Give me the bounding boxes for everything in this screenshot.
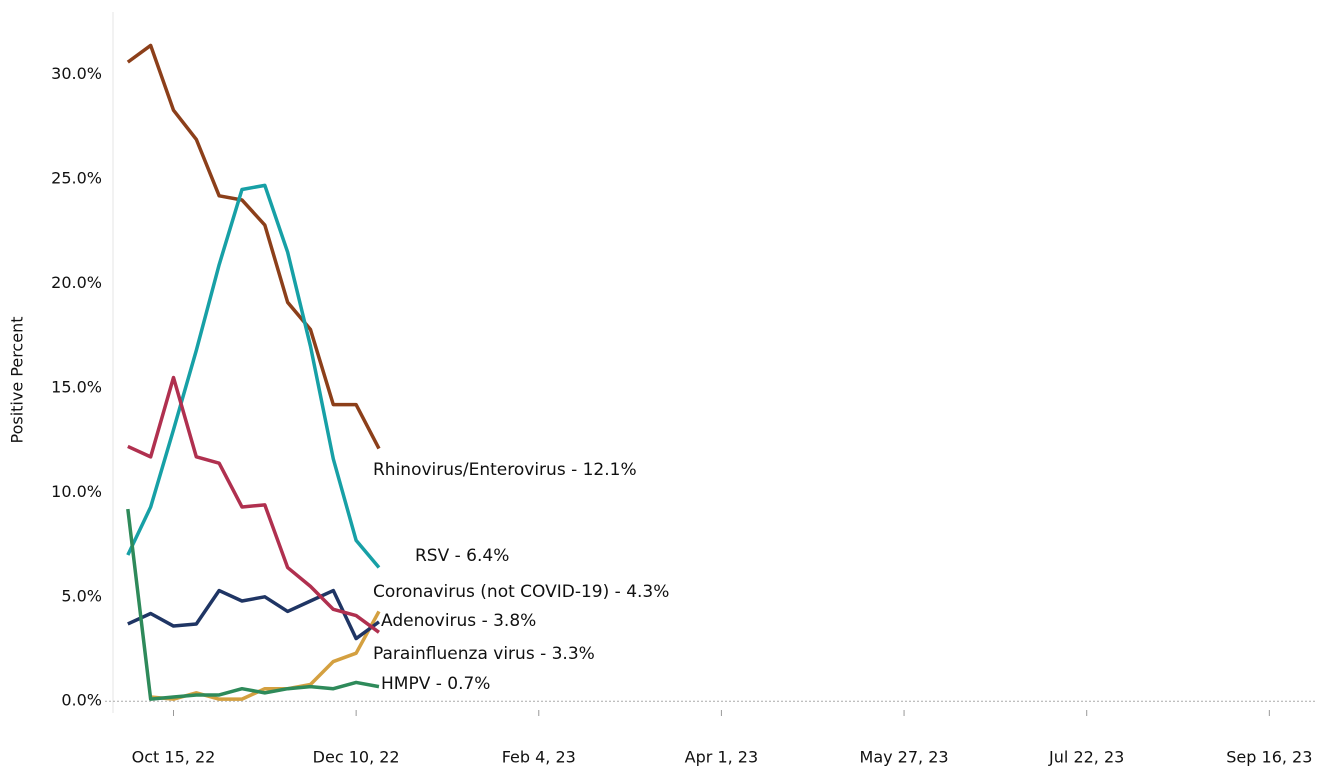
x-tick-label: Dec 10, 22: [313, 748, 400, 767]
x-tick-label: Sep 16, 23: [1226, 748, 1312, 767]
y-axis-label: Positive Percent: [8, 317, 27, 444]
end-label: Adenovirus - 3.8%: [381, 611, 536, 631]
y-tick-label: 25.0%: [51, 169, 102, 188]
y-tick-label: 5.0%: [61, 586, 102, 605]
series-line: [126, 508, 380, 701]
series-line: [127, 375, 380, 634]
series-line: [127, 588, 380, 641]
end-label: Coronavirus (not COVID-19) - 4.3%: [373, 582, 669, 602]
y-tick-label: 30.0%: [51, 64, 102, 83]
y-tick-label: 15.0%: [51, 377, 102, 396]
x-tick-label: Feb 4, 23: [502, 748, 576, 767]
x-tick-label: Apr 1, 23: [685, 748, 758, 767]
x-tick-label: Oct 15, 22: [132, 748, 216, 767]
end-label: Parainfluenza virus - 3.3%: [373, 644, 595, 664]
x-tick-label: Jul 22, 23: [1048, 748, 1124, 767]
series-line: [126, 43, 381, 450]
series-line: [126, 183, 381, 569]
end-label: RSV - 6.4%: [415, 546, 509, 566]
y-tick-label: 20.0%: [51, 273, 102, 292]
end-label: Rhinovirus/Enterovirus - 12.1%: [373, 460, 637, 480]
y-tick-label: 0.0%: [61, 691, 102, 710]
x-tick-label: May 27, 23: [860, 748, 949, 767]
y-tick-label: 10.0%: [51, 482, 102, 501]
end-label: HMPV - 0.7%: [381, 674, 490, 694]
